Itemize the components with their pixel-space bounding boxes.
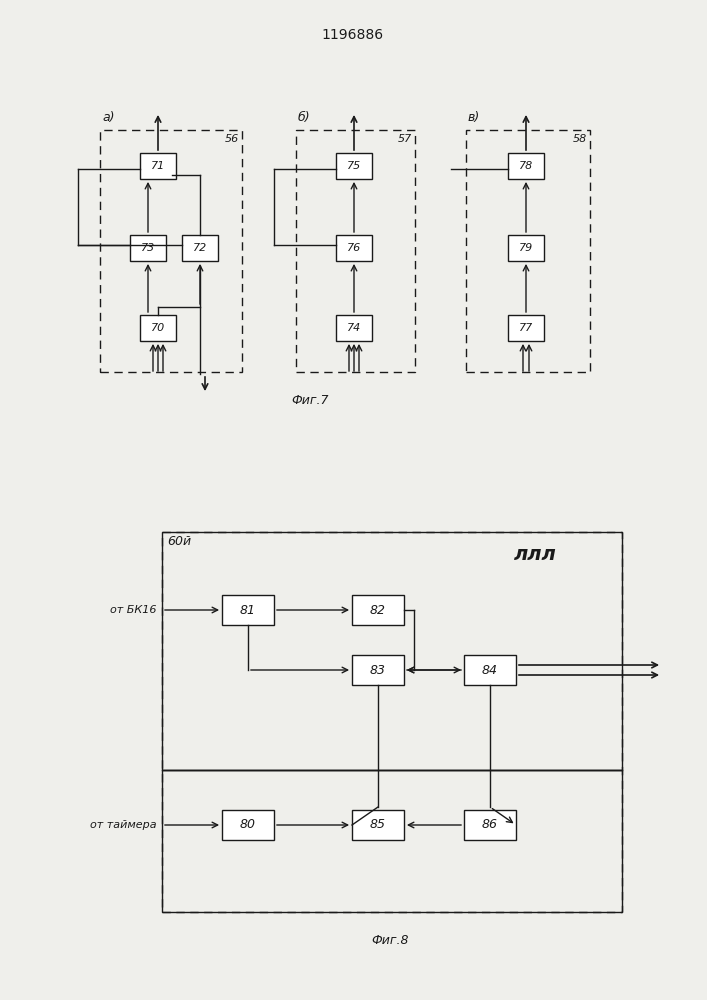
Text: 82: 82 xyxy=(370,603,386,616)
Bar xyxy=(162,532,622,912)
Text: 56: 56 xyxy=(225,134,239,144)
Bar xyxy=(352,810,404,840)
Text: 71: 71 xyxy=(151,161,165,171)
Bar xyxy=(130,235,166,261)
Bar xyxy=(222,810,274,840)
Bar xyxy=(464,655,516,685)
Text: 81: 81 xyxy=(240,603,256,616)
Text: 70: 70 xyxy=(151,323,165,333)
Text: 78: 78 xyxy=(519,161,533,171)
Text: 80: 80 xyxy=(240,818,256,832)
Bar xyxy=(140,315,176,341)
Bar xyxy=(352,655,404,685)
Text: 58: 58 xyxy=(573,134,587,144)
Bar xyxy=(508,315,544,341)
Text: ллл: ллл xyxy=(513,546,556,564)
Text: Фиг.8: Фиг.8 xyxy=(371,934,409,946)
Text: 84: 84 xyxy=(482,664,498,676)
Bar xyxy=(182,235,218,261)
Text: 85: 85 xyxy=(370,818,386,832)
Text: в): в) xyxy=(468,111,480,124)
Text: Фиг.7: Фиг.7 xyxy=(291,393,329,406)
Text: от таймера: от таймера xyxy=(90,820,157,830)
Bar xyxy=(336,153,372,179)
Text: 74: 74 xyxy=(347,323,361,333)
Text: 1196886: 1196886 xyxy=(322,28,384,42)
Bar xyxy=(464,810,516,840)
Bar xyxy=(100,130,242,372)
Bar xyxy=(336,235,372,261)
Text: 83: 83 xyxy=(370,664,386,676)
Bar xyxy=(162,532,622,770)
Bar xyxy=(296,130,415,372)
Text: от БК16: от БК16 xyxy=(110,605,157,615)
Text: 77: 77 xyxy=(519,323,533,333)
Bar xyxy=(352,595,404,625)
Text: 79: 79 xyxy=(519,243,533,253)
Text: 57: 57 xyxy=(398,134,412,144)
Bar xyxy=(466,130,590,372)
Text: 73: 73 xyxy=(141,243,155,253)
Text: 76: 76 xyxy=(347,243,361,253)
Text: 75: 75 xyxy=(347,161,361,171)
Bar xyxy=(162,770,622,912)
Bar xyxy=(222,595,274,625)
Bar xyxy=(140,153,176,179)
Bar xyxy=(508,235,544,261)
Text: 60й: 60й xyxy=(167,535,191,548)
Text: 72: 72 xyxy=(193,243,207,253)
Bar xyxy=(508,153,544,179)
Text: 86: 86 xyxy=(482,818,498,832)
Text: а): а) xyxy=(102,111,115,124)
Bar xyxy=(336,315,372,341)
Text: б): б) xyxy=(298,111,310,124)
